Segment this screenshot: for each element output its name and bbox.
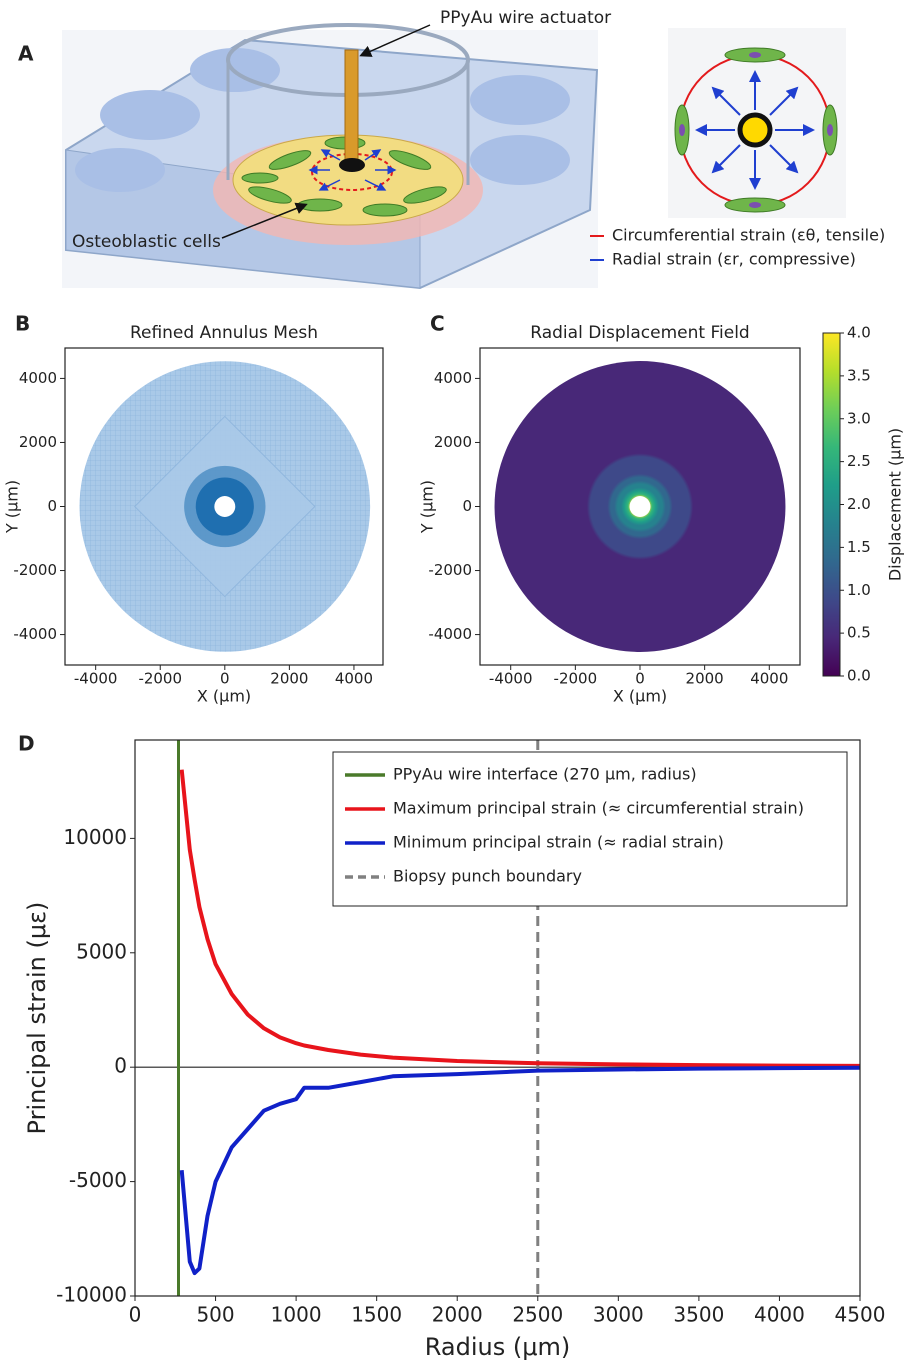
legend-label: Biopsy punch boundary — [393, 867, 582, 886]
x-tick-label: 1500 — [351, 1303, 402, 1327]
x-tick-label: 4000 — [335, 670, 373, 688]
x-tick-label: 1000 — [271, 1303, 322, 1327]
x-tick-label: 2500 — [512, 1303, 563, 1327]
x-tick-label: 3000 — [593, 1303, 644, 1327]
colorbar-tick-label: 0.0 — [847, 667, 871, 685]
colorbar-tick-label: 2.0 — [847, 495, 871, 513]
mesh-hole — [214, 496, 236, 517]
colorbar-tick-label: 3.0 — [847, 409, 871, 427]
y-tick-label: -4000 — [13, 625, 57, 643]
series-line — [179, 1065, 861, 1276]
legend-box — [332, 751, 848, 907]
x-tick-label: 3500 — [673, 1303, 724, 1327]
colorbar-tick-label: 1.5 — [847, 538, 871, 556]
panel-label: D — [18, 732, 35, 756]
y-tick-label: 2000 — [434, 433, 472, 451]
y-axis-label: Principal strain (με) — [23, 902, 51, 1135]
x-tick-label: 2000 — [686, 670, 724, 688]
callout: PPyAu wire actuator — [440, 8, 611, 28]
y-axis-label: Y (μm) — [3, 480, 22, 534]
x-tick-label: 2000 — [270, 670, 308, 688]
y-tick-label: -10000 — [56, 1283, 127, 1307]
strain-diagram — [668, 28, 846, 218]
colorbar-label: Displacement (μm) — [886, 428, 905, 581]
x-tick-label: -4000 — [74, 670, 118, 688]
x-tick-label: 500 — [196, 1303, 234, 1327]
colorbar-tick-label: 4.0 — [847, 324, 871, 342]
y-tick-label: 2000 — [19, 433, 57, 451]
panel-label: C — [430, 312, 445, 336]
plot-frame — [134, 739, 861, 1297]
colorbar-tick-label: 1.0 — [847, 581, 871, 599]
legend-label: Minimum principal strain (≈ radial strai… — [393, 833, 724, 852]
legend-label: Radial strain (εr, compressive) — [612, 250, 856, 269]
x-tick-label: 2000 — [432, 1303, 483, 1327]
chart-title: Refined Annulus Mesh — [130, 323, 318, 343]
colorbar-tick-label: 2.5 — [847, 452, 871, 470]
x-tick-label: 4000 — [754, 1303, 805, 1327]
legend-label: Circumferential strain (εθ, tensile) — [612, 226, 885, 245]
panel-label: A — [18, 42, 34, 66]
y-tick-label: -2000 — [13, 561, 57, 579]
colorbar — [822, 332, 841, 677]
y-tick-label: -4000 — [428, 625, 472, 643]
colorbar-tick-label: 0.5 — [847, 624, 871, 642]
x-axis-label: X (μm) — [613, 687, 667, 706]
x-tick-label: -2000 — [554, 670, 598, 688]
x-axis-label: X (μm) — [197, 687, 251, 706]
panel-label: B — [15, 312, 30, 336]
legend-label: Maximum principal strain (≈ circumferent… — [393, 799, 804, 818]
chart-title: Radial Displacement Field — [530, 323, 749, 343]
y-tick-label: 5000 — [76, 939, 127, 963]
plot-frame — [64, 347, 384, 666]
legend-label: PPyAu wire interface (270 μm, radius) — [393, 765, 697, 784]
x-tick-label: 0 — [129, 1303, 142, 1327]
y-tick-label: -2000 — [428, 561, 472, 579]
series-line — [179, 769, 861, 1068]
x-tick-label: 0 — [220, 670, 230, 688]
x-tick-label: 4500 — [835, 1303, 886, 1327]
plot-frame — [479, 347, 801, 666]
y-tick-label: 0 — [114, 1054, 127, 1078]
y-tick-label: 10000 — [63, 825, 127, 849]
culture-illustration — [62, 23, 599, 290]
y-tick-label: -5000 — [69, 1168, 127, 1192]
colorbar-tick-label: 3.5 — [847, 366, 871, 384]
field-hole — [629, 496, 651, 517]
x-tick-label: 0 — [635, 670, 645, 688]
y-tick-label: 4000 — [19, 369, 57, 387]
y-tick-label: 0 — [47, 497, 57, 515]
x-axis-label: Radius (μm) — [425, 1333, 570, 1361]
callout: Osteoblastic cells — [72, 232, 221, 252]
y-tick-label: 4000 — [434, 369, 472, 387]
x-tick-label: 4000 — [750, 670, 788, 688]
y-axis-label: Y (μm) — [418, 480, 437, 534]
x-tick-label: -4000 — [489, 670, 533, 688]
x-tick-label: -2000 — [138, 670, 182, 688]
y-tick-label: 0 — [462, 497, 472, 515]
